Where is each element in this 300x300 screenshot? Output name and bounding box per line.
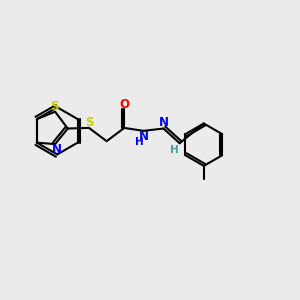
Text: N: N bbox=[159, 116, 169, 129]
Text: H: H bbox=[170, 145, 179, 155]
Text: S: S bbox=[85, 116, 94, 129]
Text: N: N bbox=[139, 130, 149, 143]
Text: N: N bbox=[52, 143, 61, 156]
Text: H: H bbox=[135, 137, 144, 147]
Text: S: S bbox=[50, 100, 59, 113]
Text: O: O bbox=[119, 98, 129, 111]
